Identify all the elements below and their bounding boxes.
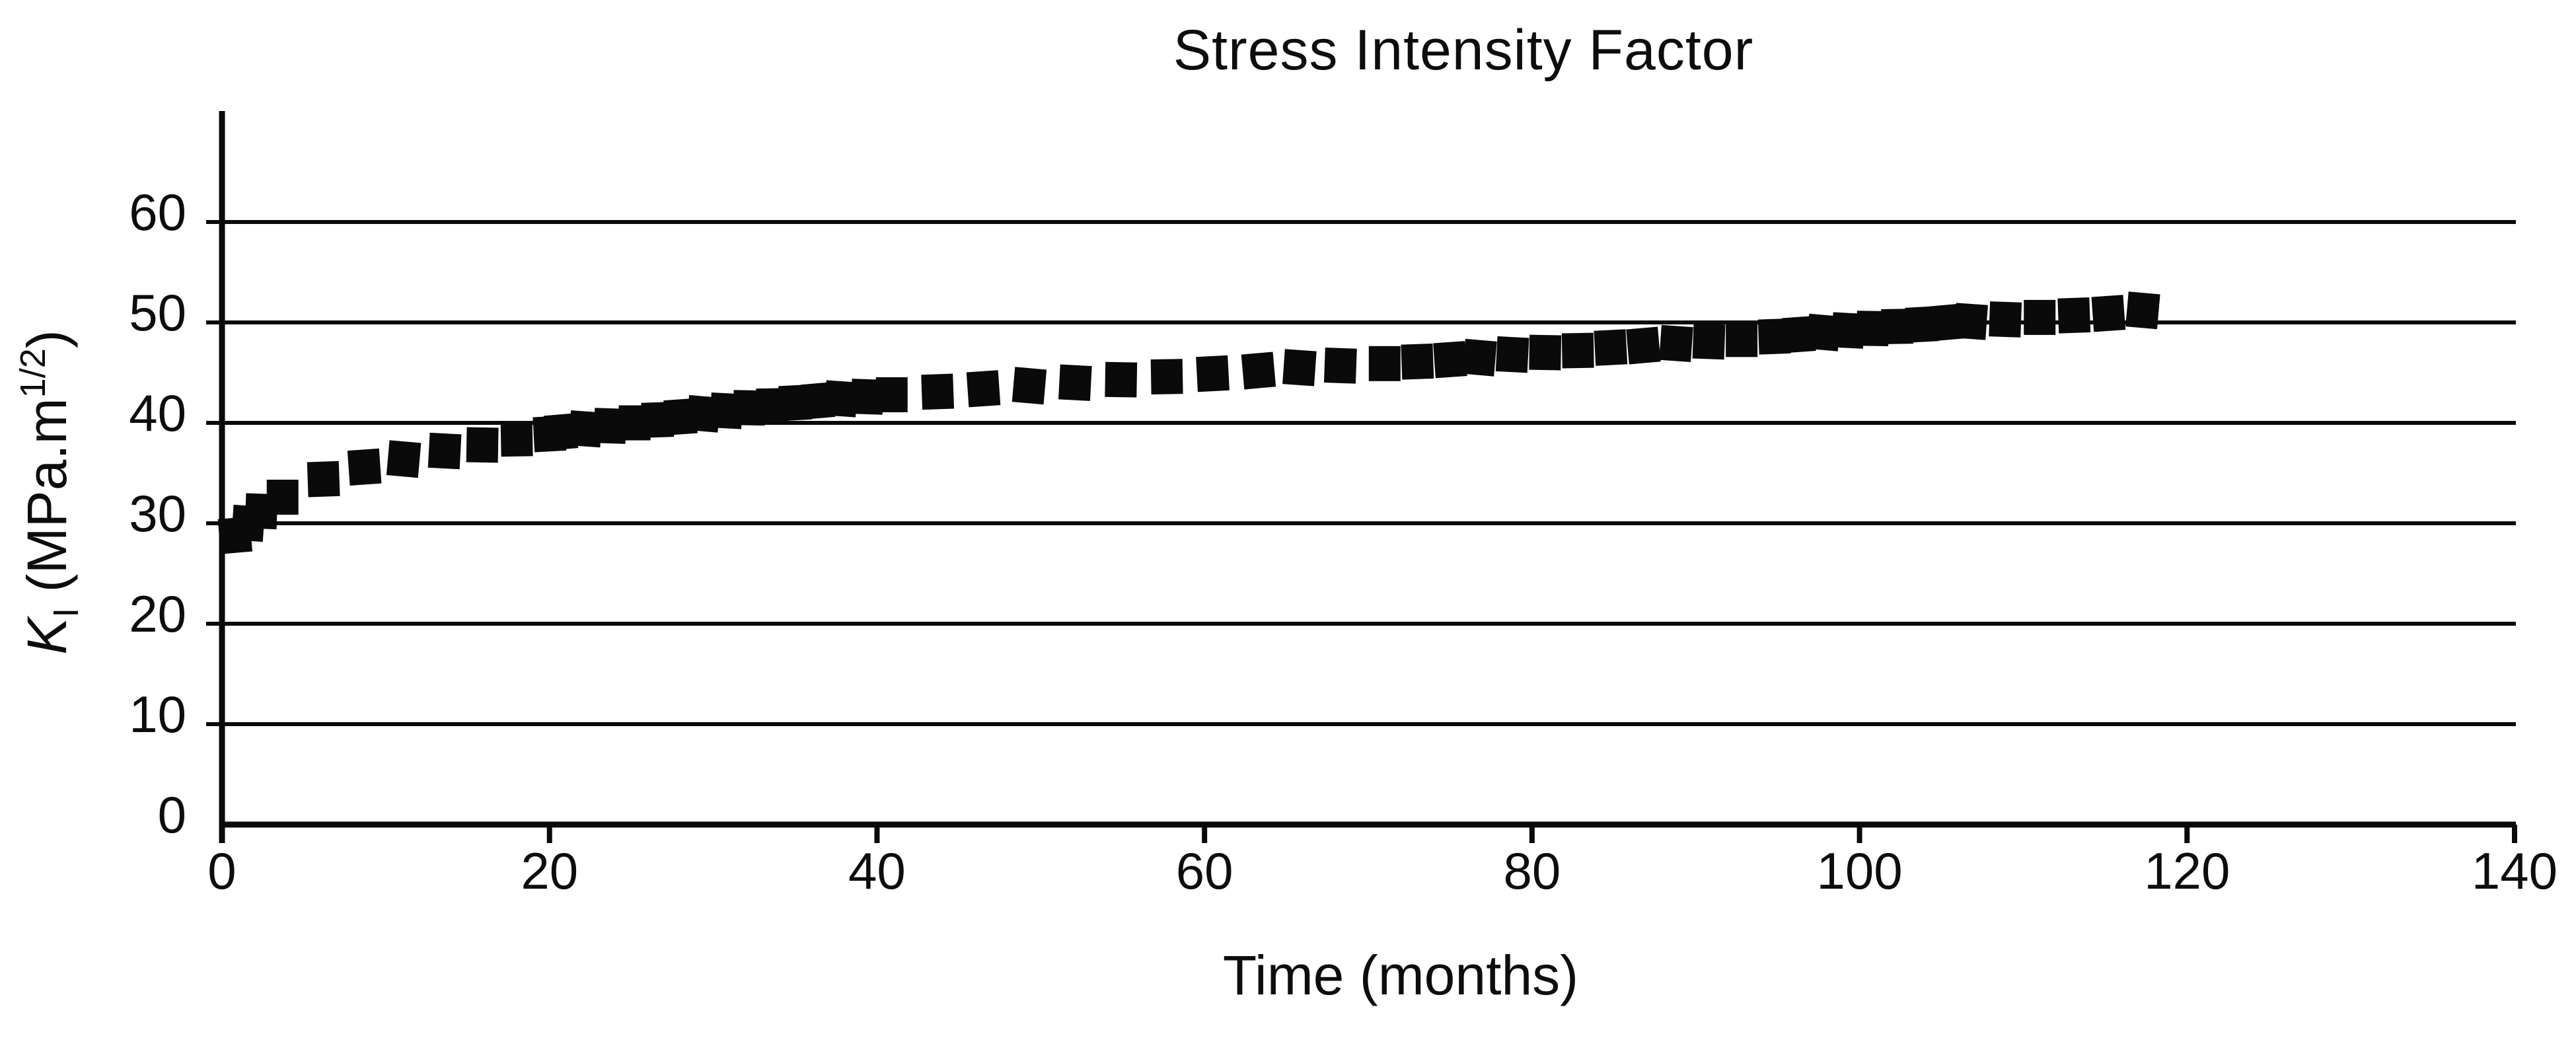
data-point: [466, 427, 499, 463]
data-point: [2024, 299, 2056, 335]
data-point: [1012, 367, 1047, 405]
data-point: [1561, 332, 1594, 369]
data-point: [1282, 349, 1317, 387]
data-point: [850, 379, 884, 415]
data-point: [1241, 352, 1276, 390]
x-tick-label-20: 20: [521, 842, 578, 900]
data-point: [427, 432, 462, 470]
data-point: [1726, 322, 1758, 357]
y-axis-label-symbol: K: [16, 615, 78, 655]
data-series: [217, 291, 2160, 554]
y-tick-label-20: 20: [129, 585, 186, 643]
data-point: [1433, 341, 1467, 379]
y-tick-label-30: 30: [129, 484, 186, 542]
y-axis-label-subscript: I: [46, 608, 86, 618]
data-point: [500, 421, 533, 457]
y-axis-tick-labels: 0 10 20 30 40 50 60: [129, 183, 186, 844]
data-point: [1529, 334, 1562, 371]
x-axis-label: Time (months): [1223, 944, 1578, 1006]
data-point: [1323, 348, 1357, 384]
data-point: [1831, 312, 1865, 349]
data-point: [307, 461, 340, 498]
x-tick-label-100: 100: [1817, 842, 1903, 900]
y-tick-label-40: 40: [129, 384, 186, 442]
data-point: [1401, 343, 1434, 380]
y-axis-label: KI (MPa.m1/2): [13, 330, 86, 654]
y-tick-label-60: 60: [129, 183, 186, 241]
y-tick-label-10: 10: [129, 685, 186, 743]
data-point: [1150, 359, 1183, 394]
x-axis-tick-labels: 0 20 40 60 80 100 120 140: [207, 842, 2558, 900]
data-point: [266, 479, 299, 515]
data-point: [1495, 336, 1529, 373]
x-tick-label-60: 60: [1176, 842, 1233, 900]
data-point: [1856, 311, 1889, 347]
data-point: [593, 408, 627, 444]
y-tick-label-50: 50: [129, 283, 186, 342]
x-tick-label-40: 40: [848, 842, 906, 900]
data-point: [2125, 291, 2160, 330]
data-point: [966, 370, 1001, 408]
x-tick-label-80: 80: [1503, 842, 1561, 900]
data-point: [824, 380, 858, 418]
data-point: [1058, 364, 1092, 401]
data-point: [386, 440, 422, 478]
data-point: [347, 448, 382, 486]
y-tick-label-0: 0: [158, 786, 186, 844]
data-point: [1196, 355, 1230, 392]
x-tick-label-140: 140: [2472, 842, 2558, 900]
axes: [219, 111, 2517, 843]
data-point: [1692, 323, 1726, 360]
data-point: [1881, 309, 1914, 344]
gridlines: [206, 220, 2516, 726]
x-tick-label-120: 120: [2144, 842, 2230, 900]
x-tick-label-0: 0: [207, 842, 236, 900]
data-point: [1105, 361, 1138, 398]
data-point: [1954, 303, 1988, 340]
data-point: [2057, 297, 2091, 334]
data-point: [1368, 346, 1401, 381]
data-point: [1462, 338, 1497, 377]
data-point: [1659, 324, 1693, 363]
data-point: [875, 377, 908, 412]
data-point: [1626, 326, 1661, 365]
data-point: [2091, 295, 2126, 332]
y-axis-label-unit-close: ): [16, 330, 78, 348]
y-axis-label-unit-open: (MPa.m: [16, 398, 78, 607]
data-point: [1989, 301, 2022, 338]
y-axis-label-exponent: 1/2: [13, 348, 53, 398]
data-point: [1594, 329, 1628, 366]
data-point: [921, 373, 955, 410]
chart-title: Stress Intensity Factor: [1173, 19, 1754, 82]
